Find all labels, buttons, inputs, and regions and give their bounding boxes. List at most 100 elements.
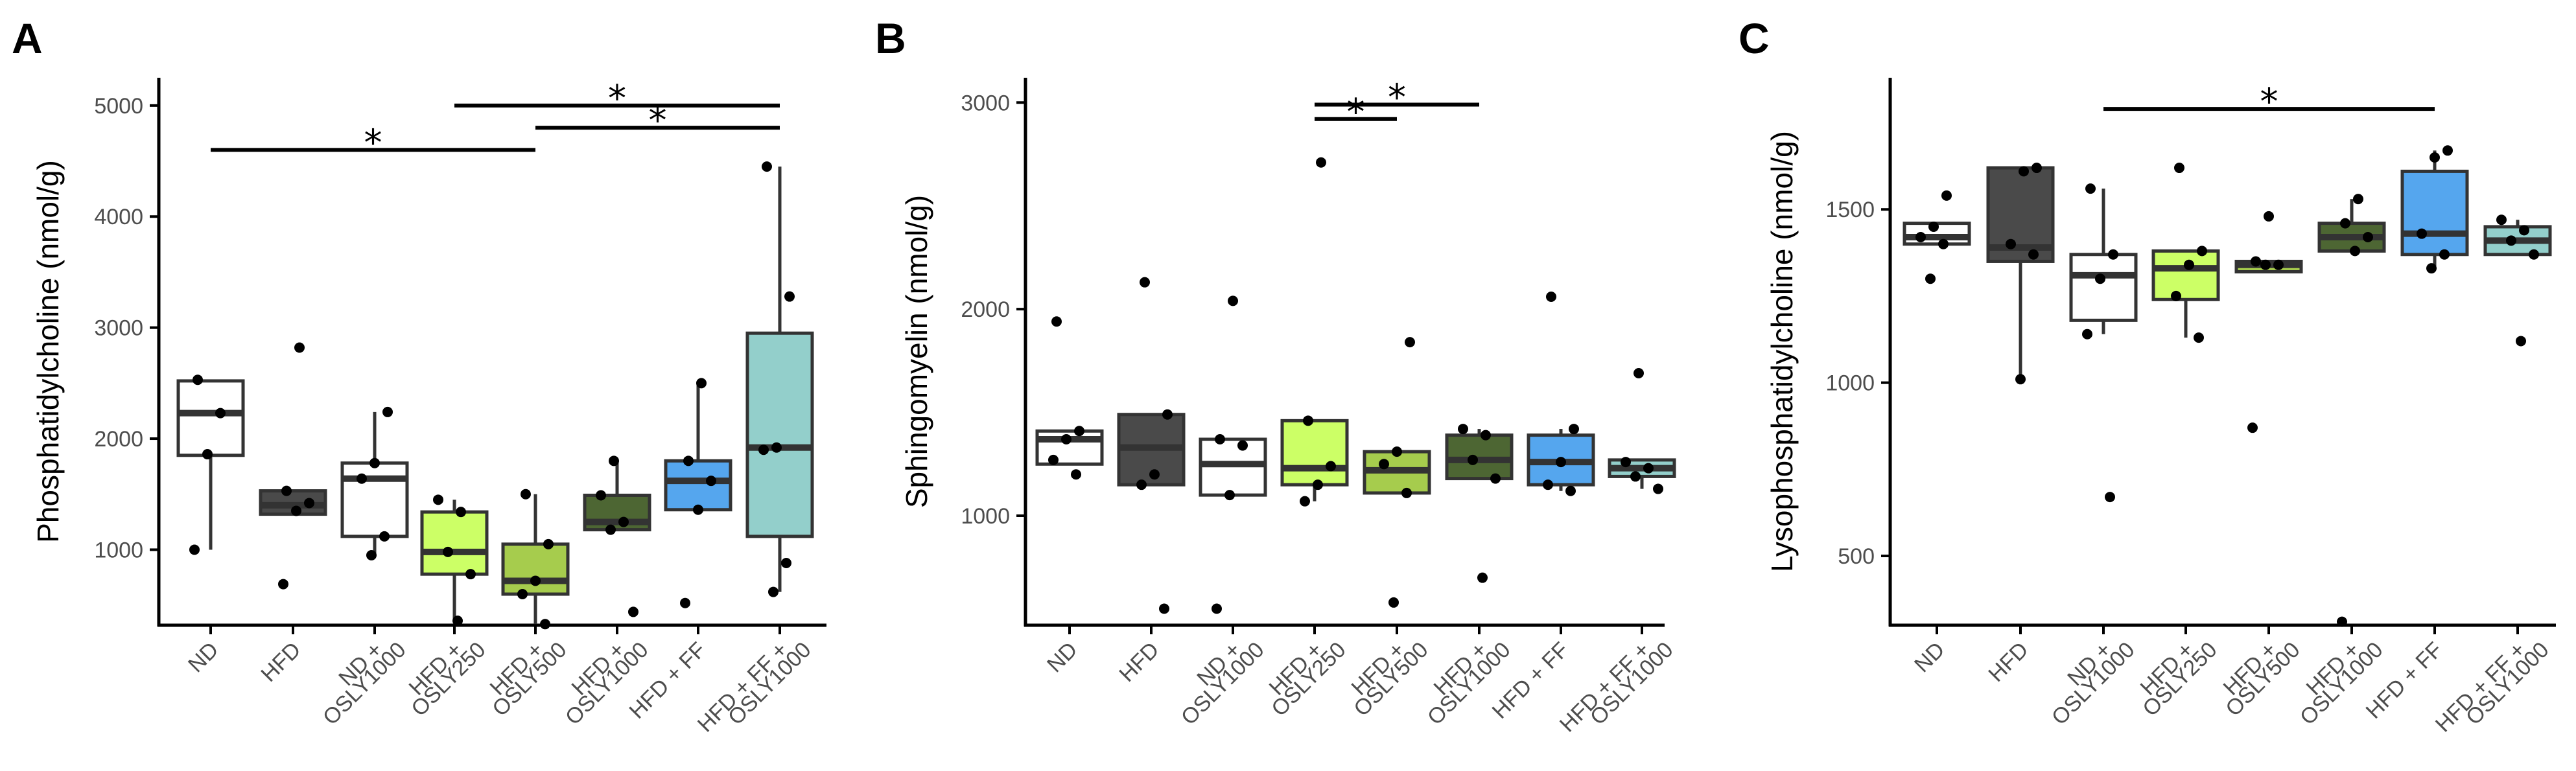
- data-point: [2442, 145, 2453, 156]
- data-point: [1556, 457, 1566, 468]
- data-point: [521, 489, 531, 500]
- data-point: [2032, 163, 2042, 174]
- data-point: [1643, 463, 1654, 474]
- box: [1280, 419, 1349, 487]
- data-point: [2085, 183, 2096, 194]
- data-point: [1149, 469, 1160, 480]
- data-point: [784, 291, 795, 302]
- box: [420, 510, 489, 576]
- data-point: [465, 569, 476, 580]
- data-point: [1633, 367, 1644, 378]
- data-point: [2194, 332, 2204, 343]
- y-tick-label: 1000: [94, 538, 143, 562]
- data-point: [517, 589, 528, 600]
- data-point: [693, 504, 703, 515]
- data-point: [202, 449, 213, 460]
- box-group: HFD +OSLY1000: [1423, 424, 1516, 730]
- data-point: [452, 616, 463, 627]
- data-point: [2174, 163, 2184, 174]
- data-point: [433, 494, 443, 505]
- data-point: [189, 544, 200, 555]
- data-point: [2105, 492, 2115, 503]
- x-tick-label: ND: [183, 638, 224, 678]
- data-point: [2439, 249, 2450, 260]
- box-group: HFD + FF +OSLY1000: [1555, 367, 1678, 737]
- data-point: [683, 455, 694, 466]
- data-point: [2529, 249, 2539, 260]
- data-point: [281, 485, 292, 496]
- box: [2151, 249, 2220, 301]
- data-point: [1915, 232, 1926, 243]
- box: [501, 542, 570, 596]
- significance-star: *: [1347, 91, 1365, 133]
- data-point: [1477, 572, 1488, 583]
- data-point: [609, 455, 619, 466]
- data-point: [1215, 434, 1225, 445]
- y-tick-label: 500: [1838, 544, 1875, 569]
- data-point: [1925, 273, 1936, 284]
- data-point: [1941, 190, 1952, 201]
- data-point: [1405, 337, 1415, 348]
- y-tick-label: 3000: [961, 91, 1010, 115]
- data-point: [2426, 263, 2437, 274]
- data-point: [2260, 259, 2271, 270]
- data-point: [768, 586, 779, 597]
- data-point: [1237, 440, 1248, 451]
- data-point: [1388, 597, 1399, 608]
- data-point: [2337, 616, 2347, 627]
- data-point: [1928, 221, 1939, 232]
- data-point: [530, 575, 541, 586]
- y-tick-label: 3000: [94, 316, 143, 341]
- data-point: [1048, 454, 1059, 465]
- data-point: [771, 442, 782, 453]
- significance-star: *: [2260, 81, 2278, 123]
- data-point: [2082, 328, 2092, 339]
- data-point: [605, 524, 616, 535]
- box: [2069, 253, 2138, 322]
- data-point: [1136, 479, 1147, 490]
- data-point: [382, 406, 393, 417]
- data-point: [2006, 238, 2016, 249]
- box-group: HFD: [256, 342, 327, 687]
- data-point: [2350, 246, 2360, 257]
- panel-label: B: [875, 14, 906, 62]
- y-axis-label: Sphingomyelin (nmol/g): [900, 195, 933, 508]
- significance-star: *: [364, 122, 382, 164]
- data-point: [1621, 457, 1631, 468]
- data-point: [2353, 194, 2363, 205]
- data-point: [2264, 211, 2274, 222]
- data-point: [369, 457, 380, 468]
- box: [176, 379, 245, 457]
- data-point: [1490, 473, 1501, 484]
- data-point: [1074, 426, 1084, 437]
- data-point: [1061, 434, 1071, 445]
- panel-c: C Lysophosphatidylcholine (nmol/g) 500 1000…: [1739, 14, 2556, 737]
- data-point: [2519, 225, 2529, 236]
- data-point: [1159, 603, 1169, 614]
- data-point: [706, 476, 716, 487]
- data-point: [2506, 235, 2516, 246]
- data-point: [2095, 273, 2105, 284]
- box: [2400, 169, 2469, 257]
- box-group: HFD + FF +OSLY1000: [2431, 214, 2554, 737]
- data-point: [2516, 336, 2526, 347]
- data-point: [1938, 238, 1949, 249]
- data-point: [628, 606, 638, 617]
- data-point: [680, 597, 690, 608]
- data-point: [1228, 295, 1238, 306]
- data-point: [1071, 469, 1081, 480]
- data-point: [2417, 228, 2427, 239]
- box-group: ND +OSLY1000: [318, 406, 411, 730]
- data-point: [1303, 415, 1313, 426]
- y-tick-label: 2000: [94, 427, 143, 452]
- data-point: [278, 579, 288, 590]
- data-point: [357, 473, 367, 484]
- data-point: [215, 408, 226, 419]
- data-point: [366, 550, 377, 561]
- box-group: HFD +OSLY500: [2219, 211, 2305, 721]
- y-axis-label: Phosphatidylcholine (nmol/g): [31, 160, 65, 543]
- data-point: [758, 444, 769, 455]
- box-group: HFD +OSLY500: [1347, 337, 1433, 721]
- box-group: HFD +OSLY250: [1265, 157, 1351, 721]
